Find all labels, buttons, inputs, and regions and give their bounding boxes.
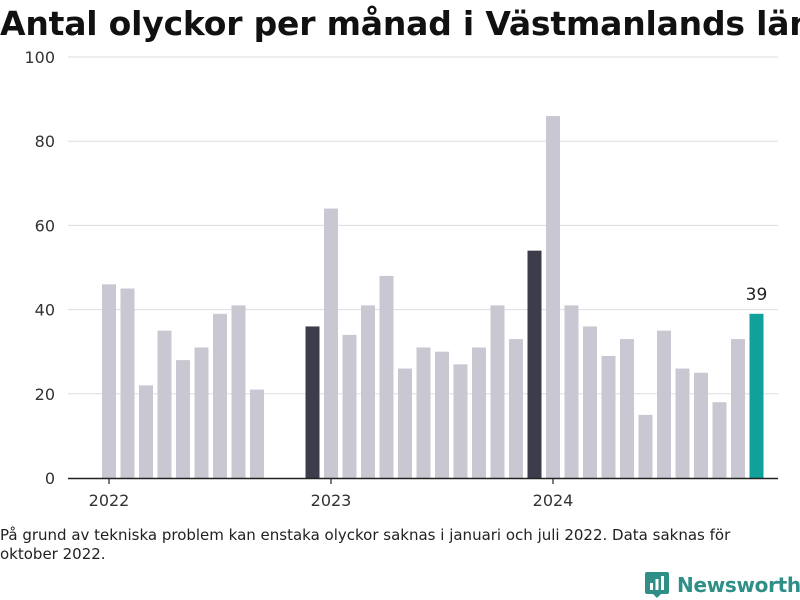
bar <box>472 347 486 478</box>
bar <box>527 250 542 478</box>
newsworthy-logo-icon <box>645 572 669 598</box>
bar <box>546 115 560 478</box>
x-tick-label: 2022 <box>89 491 130 510</box>
bar <box>176 360 190 478</box>
bar <box>305 326 320 478</box>
bar <box>601 355 616 478</box>
bar <box>379 275 394 478</box>
bar <box>694 372 708 478</box>
y-tick-label: 20 <box>35 385 55 404</box>
y-tick-label: 60 <box>35 216 55 235</box>
bar <box>453 364 468 478</box>
x-tick-label: 2023 <box>311 491 352 510</box>
bar <box>157 330 172 478</box>
bar <box>509 339 523 478</box>
bar <box>213 313 227 478</box>
bar <box>324 208 338 478</box>
brand-name: Newsworthy <box>677 573 800 597</box>
brand-logo[interactable]: Newsworthy <box>644 570 800 600</box>
bar <box>361 305 375 478</box>
bar <box>398 368 412 478</box>
page-title: Antal olyckor per månad i Västmanlands l… <box>0 4 800 43</box>
bar-chart: 0 20 40 60 80 100 2022 2023 2024 39 <box>24 48 778 510</box>
y-tick-label: 80 <box>35 132 55 151</box>
bar <box>583 326 597 478</box>
bar <box>139 385 153 478</box>
y-tick-label: 0 <box>45 469 55 488</box>
bar <box>731 339 745 478</box>
bar <box>712 402 727 478</box>
bar <box>749 313 764 478</box>
bar <box>231 305 246 478</box>
bar <box>250 389 264 478</box>
bar <box>102 284 116 478</box>
bar <box>620 339 634 478</box>
bar <box>194 347 209 478</box>
chart-footnote: På grund av tekniska problem kan enstaka… <box>0 526 731 563</box>
bar <box>416 347 431 478</box>
bar <box>564 305 579 478</box>
bar <box>342 334 357 478</box>
bar <box>657 330 671 478</box>
y-tick-label: 100 <box>24 48 55 67</box>
bar <box>435 351 449 478</box>
y-tick-label: 40 <box>35 301 55 320</box>
bar <box>675 368 690 478</box>
bar <box>490 305 505 478</box>
x-tick-label: 2024 <box>533 491 574 510</box>
data-label: 39 <box>746 285 768 305</box>
bar <box>120 288 135 478</box>
bar <box>638 414 653 478</box>
